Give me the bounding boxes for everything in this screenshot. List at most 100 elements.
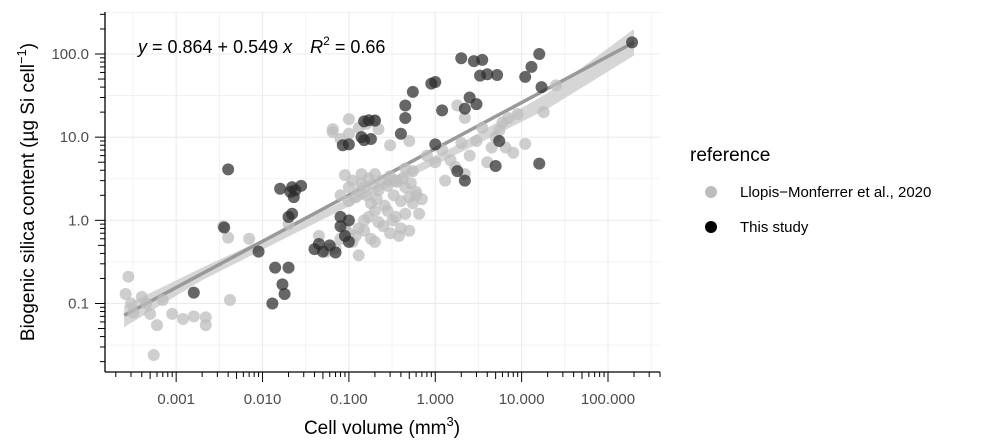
x-tick-label: 10.000 <box>499 391 545 408</box>
point-this-study <box>458 102 471 115</box>
point-llopis <box>372 184 385 197</box>
point-this-study <box>406 85 419 98</box>
y-tick-label: 1.0 <box>68 212 89 229</box>
point-llopis <box>410 185 423 198</box>
point-this-study <box>329 246 342 259</box>
point-this-study <box>455 52 468 65</box>
point-this-study <box>476 53 489 66</box>
point-llopis <box>511 107 524 120</box>
point-llopis <box>156 294 169 307</box>
point-llopis <box>384 174 397 187</box>
point-llopis <box>507 146 520 159</box>
point-this-study <box>394 127 407 140</box>
point-this-study <box>470 98 483 111</box>
point-this-study <box>269 261 282 274</box>
legend-label-this-study: This study <box>740 219 809 236</box>
point-this-study <box>429 76 442 89</box>
point-llopis <box>144 307 157 320</box>
point-llopis <box>458 112 471 125</box>
data-points <box>119 36 639 362</box>
point-this-study <box>525 60 538 73</box>
point-this-study <box>222 163 235 176</box>
point-llopis <box>378 199 391 212</box>
point-llopis <box>326 123 339 136</box>
legend-label-llopis: Llopis−Monferrer et al., 2020 <box>740 184 931 201</box>
x-tick-label: 0.001 <box>157 391 195 408</box>
y-tick-label: 100.0 <box>51 46 89 63</box>
point-llopis <box>463 149 476 162</box>
legend: reference Llopis−Monferrer et al., 2020 … <box>690 145 931 236</box>
point-this-study <box>481 68 494 81</box>
point-llopis <box>199 311 212 324</box>
x-axis-title: Cell volume (mm3) <box>304 414 460 439</box>
point-llopis <box>166 307 179 320</box>
point-llopis <box>187 310 200 323</box>
point-llopis <box>403 224 416 237</box>
point-llopis <box>519 137 532 150</box>
point-this-study <box>364 133 377 146</box>
point-llopis <box>384 139 397 152</box>
point-this-study <box>342 235 355 248</box>
point-llopis <box>476 121 489 134</box>
y-axis-title: Biogenic silica content (µg Si cell−1) <box>14 43 39 341</box>
point-llopis <box>346 174 359 187</box>
point-llopis <box>470 134 483 147</box>
x-tick-label: 100.000 <box>581 391 635 408</box>
point-this-study <box>491 68 504 81</box>
point-llopis <box>352 249 365 262</box>
point-this-study <box>626 36 639 49</box>
point-llopis <box>429 156 442 169</box>
x-tick-label: 0.010 <box>244 391 282 408</box>
point-this-study <box>295 179 308 192</box>
point-llopis <box>127 306 140 319</box>
point-llopis <box>439 174 452 187</box>
point-this-study <box>252 245 265 258</box>
point-llopis <box>413 207 426 220</box>
point-this-study <box>451 165 464 178</box>
y-tick-label: 10.0 <box>60 129 89 146</box>
point-this-study <box>282 261 295 274</box>
point-llopis <box>119 288 132 301</box>
point-llopis <box>334 189 347 202</box>
point-this-study <box>218 221 231 234</box>
point-this-study <box>266 297 279 310</box>
point-this-study <box>278 288 291 301</box>
legend-marker-this-study <box>705 221 717 233</box>
point-llopis <box>537 106 550 119</box>
confidence-band <box>124 28 635 328</box>
point-this-study <box>458 174 471 187</box>
legend-marker-llopis <box>705 186 717 198</box>
point-llopis <box>140 297 153 310</box>
point-llopis <box>389 210 402 223</box>
y-tick-label: 0.1 <box>68 295 89 312</box>
point-llopis <box>368 235 381 248</box>
point-llopis <box>243 232 256 245</box>
point-llopis <box>147 349 160 362</box>
point-this-study <box>436 104 449 117</box>
point-this-study <box>535 81 548 94</box>
point-llopis <box>222 231 235 244</box>
point-this-study <box>342 138 355 151</box>
point-llopis <box>420 149 433 162</box>
regression-equation: y = 0.864 + 0.549 x R2 = 0.66 <box>136 34 385 57</box>
confidence-band-area <box>124 28 635 328</box>
point-this-study <box>429 138 442 151</box>
point-llopis <box>358 224 371 237</box>
point-this-study <box>533 157 546 170</box>
point-this-study <box>399 112 412 125</box>
point-llopis <box>150 319 163 332</box>
point-this-study <box>533 48 546 61</box>
point-this-study <box>519 70 532 83</box>
point-llopis <box>399 207 412 220</box>
point-this-study <box>493 134 506 147</box>
point-llopis <box>368 204 381 217</box>
point-this-study <box>187 286 200 299</box>
point-llopis <box>403 134 416 147</box>
point-llopis <box>124 297 137 310</box>
x-tick-label: 0.100 <box>330 391 368 408</box>
point-llopis <box>550 79 563 92</box>
legend-title: reference <box>690 145 770 166</box>
point-llopis <box>342 127 355 140</box>
point-llopis <box>455 137 468 150</box>
